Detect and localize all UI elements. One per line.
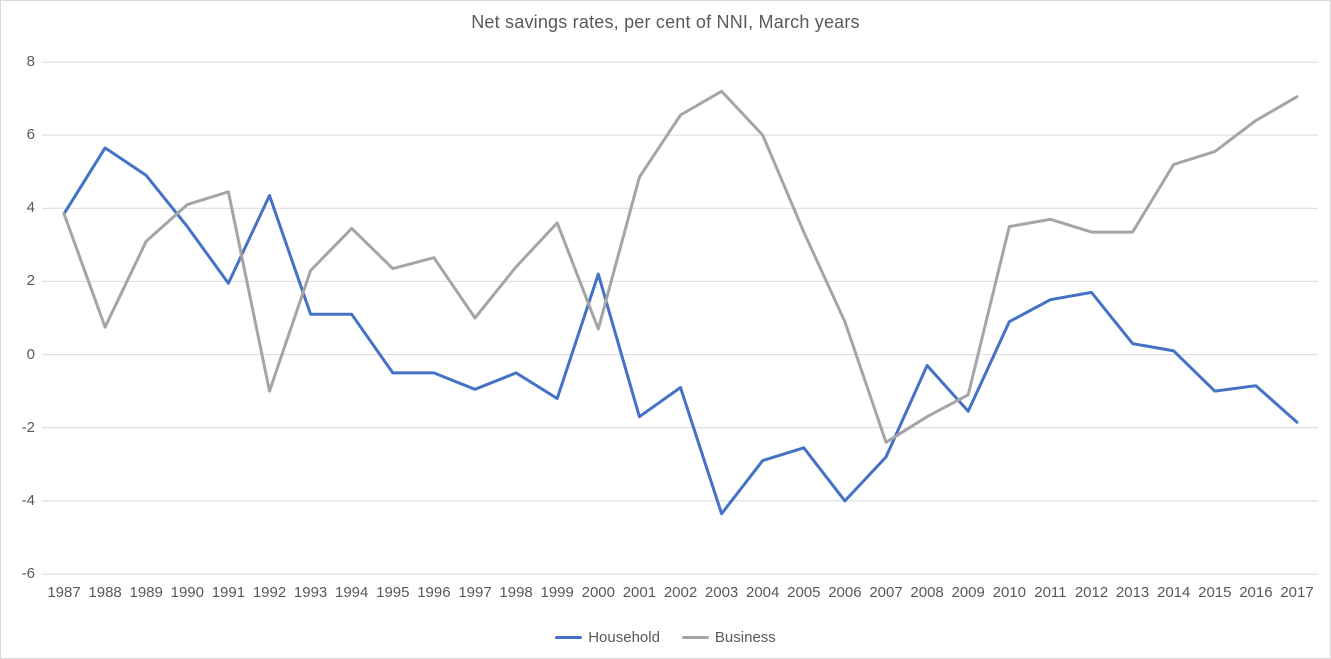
y-tick-label: 4 — [26, 199, 35, 217]
legend-swatch-business — [681, 635, 709, 639]
y-tick-label: -4 — [21, 491, 35, 509]
y-tick-label: 2 — [26, 272, 35, 290]
legend-swatch-household — [555, 635, 583, 639]
chart-title: Net savings rates, per cent of NNI, Marc… — [471, 12, 860, 32]
x-tick-label: 1990 — [170, 584, 204, 601]
x-tick-label: 2009 — [951, 584, 985, 601]
x-tick-label: 2007 — [869, 584, 903, 601]
x-tick-label: 2016 — [1239, 584, 1273, 601]
legend-label: Business — [714, 628, 776, 646]
x-tick-label: 1993 — [293, 584, 328, 601]
x-tick-label: 2010 — [992, 584, 1026, 601]
x-tick-label: 2002 — [663, 584, 698, 601]
x-tick-label: 1994 — [335, 584, 369, 601]
x-tick-label: 1992 — [252, 584, 287, 601]
y-tick-label: 8 — [26, 53, 35, 70]
y-tick-label: 6 — [26, 126, 35, 144]
x-tick-label: 2001 — [622, 584, 657, 601]
x-tick-label: 2015 — [1198, 584, 1232, 601]
x-tick-label: 2013 — [1115, 584, 1150, 601]
x-tick-label: 2012 — [1074, 584, 1109, 601]
x-tick-label: 2017 — [1280, 584, 1314, 601]
x-tick-label: 1998 — [499, 584, 533, 601]
x-tick-label: 2004 — [746, 584, 780, 601]
legend-label: Household — [588, 628, 660, 646]
x-tick-label: 1987 — [47, 584, 81, 601]
x-tick-label: 2006 — [828, 584, 862, 601]
legend: Household Business — [1, 627, 1330, 647]
x-tick-label: 1989 — [129, 584, 163, 601]
legend-item-business: Business — [681, 628, 776, 646]
x-tick-label: 2000 — [581, 584, 615, 601]
x-tick-label: 2011 — [1034, 584, 1067, 601]
x-tick-label: 1999 — [540, 584, 574, 601]
series-line-business — [62, 89, 1299, 444]
x-tick-label: 2003 — [704, 584, 739, 601]
x-tick-label: 2005 — [787, 584, 821, 601]
x-tick-label: 1988 — [88, 584, 122, 601]
x-tick-label: 2008 — [910, 584, 944, 601]
y-tick-label: -6 — [21, 565, 35, 582]
legend-item-household: Household — [555, 629, 660, 646]
x-tick-label: 1995 — [376, 584, 410, 601]
x-tick-label: 1997 — [458, 584, 492, 601]
series-line-household — [62, 146, 1299, 516]
x-tick-label: 1996 — [417, 584, 451, 601]
y-tick-label: 0 — [26, 345, 35, 363]
x-tick-label: 1991 — [211, 584, 246, 601]
y-tick-label: -2 — [21, 418, 35, 436]
x-tick-label: 2014 — [1157, 584, 1191, 601]
